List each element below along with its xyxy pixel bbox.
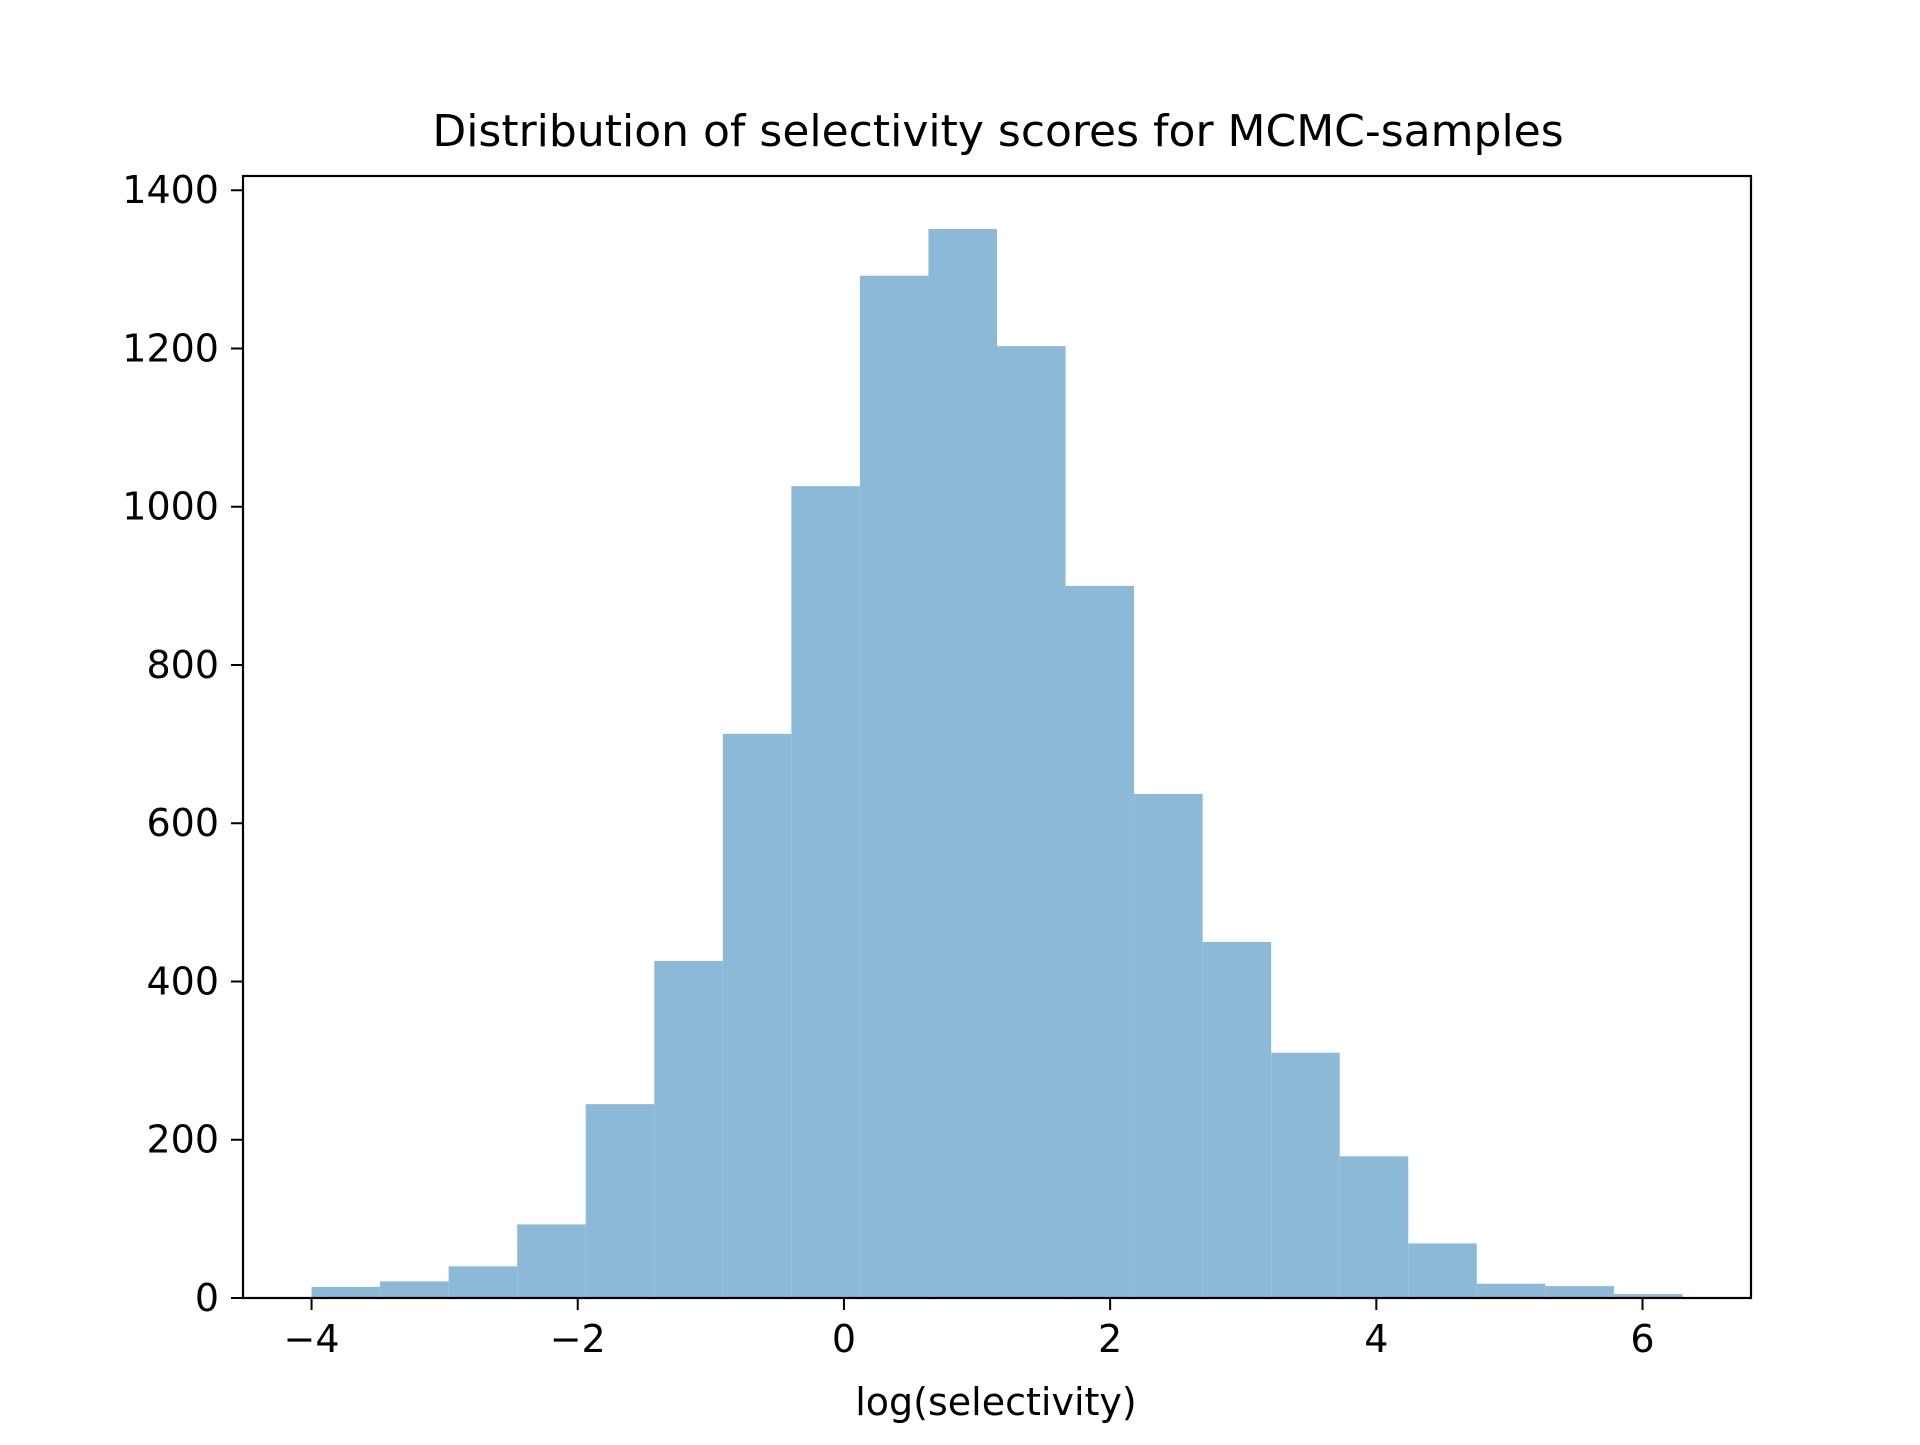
y-tick-label: 600 [146, 801, 219, 845]
histogram-bar [1134, 793, 1203, 1298]
y-tick-label: 1400 [122, 168, 219, 212]
y-tick-label: 400 [146, 959, 219, 1003]
histogram-bar [311, 1286, 381, 1298]
plot-frame [241, 174, 1753, 1300]
histogram-bar [585, 1104, 655, 1298]
histogram-bar [791, 486, 860, 1298]
histogram-bar [928, 229, 997, 1298]
x-axis-label: log(selectivity) [855, 1380, 1136, 1424]
x-tick-label: 6 [1630, 1317, 1654, 1361]
histogram-bar [1065, 585, 1135, 1298]
histogram-bar [722, 733, 792, 1298]
histogram-bar [380, 1281, 449, 1298]
x-tick-label: −4 [284, 1317, 340, 1361]
histogram-bar [1202, 941, 1272, 1298]
histogram-bar [1545, 1286, 1614, 1298]
histogram-bar [1408, 1243, 1477, 1298]
histogram-bar [517, 1224, 586, 1298]
y-tick-label: 200 [146, 1118, 219, 1162]
x-tick-label: 0 [832, 1317, 856, 1361]
histogram-bar [1339, 1156, 1409, 1298]
histogram-bar [859, 275, 929, 1298]
histogram-bar [997, 346, 1066, 1298]
bars-group [311, 229, 1683, 1298]
histogram-bar [654, 960, 723, 1298]
histogram-bar [1613, 1294, 1683, 1298]
chart-title: Distribution of selectivity scores for M… [432, 106, 1563, 157]
histogram-bar [1271, 1052, 1340, 1298]
y-tick-label: 0 [195, 1276, 219, 1320]
y-tick-label: 1200 [122, 326, 219, 370]
histogram-bar [448, 1266, 518, 1298]
y-tick-label: 800 [146, 643, 219, 687]
x-tick-label: 2 [1098, 1317, 1122, 1361]
histogram-bar [1476, 1283, 1546, 1298]
x-tick-label: 4 [1364, 1317, 1388, 1361]
axes-group: −4 −2 0 2 4 6 0 200 400 600 800 1000 1200 1400 [122, 168, 1753, 1361]
x-tick-label: −2 [550, 1317, 606, 1361]
y-tick-label: 1000 [122, 485, 219, 529]
